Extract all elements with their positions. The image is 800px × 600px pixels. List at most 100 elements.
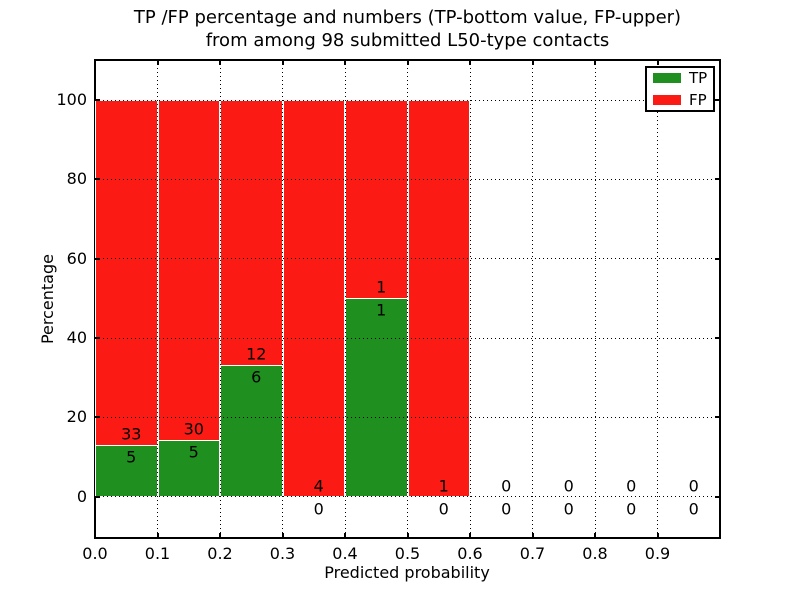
x-tick-mark-top <box>594 60 596 65</box>
chart-title-line2: from among 98 submitted L50-type contact… <box>205 30 610 51</box>
y-tick-mark-right <box>715 416 720 419</box>
plot-area: 33 5 30 5 12 6 4 0 1 1 1 0 0 0 0 0 0 0 0 0 <box>94 59 721 539</box>
gridline-horizontal <box>95 496 720 498</box>
x-axis-label: Predicted probability <box>324 563 490 582</box>
tp-count-label: 0 <box>313 499 324 519</box>
y-tick-label: 80 <box>66 169 87 189</box>
tp-legend-label: TP <box>689 68 708 87</box>
gridline-vertical <box>219 60 221 538</box>
legend-entry-tp: TP <box>653 68 710 87</box>
x-tick-mark <box>281 533 284 538</box>
x-tick-mark-top <box>656 60 659 65</box>
y-tick-mark <box>95 495 100 498</box>
x-tick-label: 0.4 <box>332 544 358 563</box>
x-tick-mark-top <box>406 60 409 65</box>
fp-legend-swatch <box>653 95 681 105</box>
tp-legend-swatch <box>653 73 681 83</box>
fp-count-label: 30 <box>183 419 204 439</box>
y-tick-mark-right <box>715 495 720 498</box>
gridline-horizontal <box>95 416 720 418</box>
y-tick-mark <box>95 337 100 340</box>
x-tick-label: 0.2 <box>207 544 233 563</box>
gridline-vertical <box>532 60 533 538</box>
legend-entry-fp: FP <box>653 90 710 109</box>
gridline-vertical <box>657 60 658 538</box>
y-tick-mark <box>95 178 100 181</box>
y-tick-label: 40 <box>66 328 87 348</box>
bar-fp-segment <box>95 100 158 497</box>
tp-count-label: 5 <box>188 442 199 462</box>
tp-count-label: 0 <box>563 499 574 519</box>
gridline-horizontal <box>95 337 720 339</box>
x-tick-label: 0.0 <box>82 544 108 563</box>
fp-legend-label: FP <box>689 90 707 109</box>
x-tick-mark <box>344 533 346 538</box>
x-tick-label: 0.1 <box>144 544 171 563</box>
y-tick-mark <box>95 416 100 419</box>
fp-count-label: 1 <box>376 277 387 297</box>
x-tick-mark <box>469 533 471 538</box>
gridline-vertical <box>407 60 408 538</box>
x-tick-mark <box>656 533 659 538</box>
tp-count-label: 6 <box>251 367 262 387</box>
fp-count-label: 0 <box>501 476 512 496</box>
y-tick-label: 100 <box>56 90 87 110</box>
fp-count-label: 0 <box>563 476 574 496</box>
tp-count-label: 5 <box>126 447 137 467</box>
legend: TP FP <box>645 66 715 112</box>
fp-count-label: 4 <box>313 476 324 496</box>
gridline-vertical <box>282 60 283 538</box>
gridline-vertical <box>594 60 596 538</box>
x-tick-label: 0.7 <box>519 544 546 563</box>
gridline-vertical <box>469 60 471 538</box>
y-tick-mark-right <box>715 257 720 260</box>
bar-tp-segment <box>220 364 283 497</box>
chart-title-line1: TP /FP percentage and numbers (TP-bottom… <box>133 7 682 28</box>
x-tick-mark <box>94 533 96 538</box>
y-tick-mark-right <box>715 99 720 102</box>
tp-count-label: 0 <box>688 499 699 519</box>
y-tick-label: 20 <box>66 407 87 427</box>
x-tick-mark-top <box>344 60 346 65</box>
y-tick-mark <box>95 99 100 102</box>
y-tick-mark <box>95 257 100 260</box>
y-axis-label: Percentage <box>38 254 57 345</box>
fp-count-label: 1 <box>438 476 449 496</box>
bar-fp-segment <box>407 100 470 497</box>
fp-count-label: 0 <box>688 476 699 496</box>
gridline-vertical <box>344 60 346 538</box>
x-tick-mark <box>594 533 596 538</box>
chart-title: TP /FP percentage and numbers (TP-bottom… <box>15 6 800 52</box>
x-tick-mark-top <box>531 60 534 65</box>
tp-count-label: 0 <box>626 499 637 519</box>
y-tick-label: 0 <box>76 486 87 506</box>
gridline-horizontal <box>95 178 720 180</box>
bar-tp-segment <box>95 444 158 497</box>
fp-count-label: 12 <box>246 344 267 364</box>
y-tick-mark-right <box>715 337 720 340</box>
tp-count-label: 1 <box>376 300 387 320</box>
x-tick-mark-top <box>156 60 159 65</box>
x-tick-mark <box>219 533 221 538</box>
gridline-horizontal <box>95 258 720 260</box>
bar-fp-segment <box>282 100 345 497</box>
gridline-horizontal <box>95 99 720 101</box>
x-tick-label: 0.9 <box>644 544 671 563</box>
x-tick-label: 0.5 <box>394 544 421 563</box>
y-tick-label: 60 <box>66 248 87 268</box>
x-tick-mark-top <box>469 60 471 65</box>
x-tick-label: 0.3 <box>269 544 296 563</box>
x-tick-label: 0.8 <box>582 544 608 563</box>
fp-count-label: 33 <box>121 424 142 444</box>
fp-count-label: 0 <box>626 476 637 496</box>
x-tick-mark <box>531 533 534 538</box>
gridline-vertical <box>157 60 158 538</box>
x-tick-mark <box>406 533 409 538</box>
bar-tp-segment <box>345 298 408 497</box>
x-tick-mark <box>156 533 159 538</box>
tp-count-label: 0 <box>501 499 512 519</box>
tp-count-label: 0 <box>438 499 449 519</box>
x-tick-mark-top <box>219 60 221 65</box>
x-tick-mark-top <box>281 60 284 65</box>
